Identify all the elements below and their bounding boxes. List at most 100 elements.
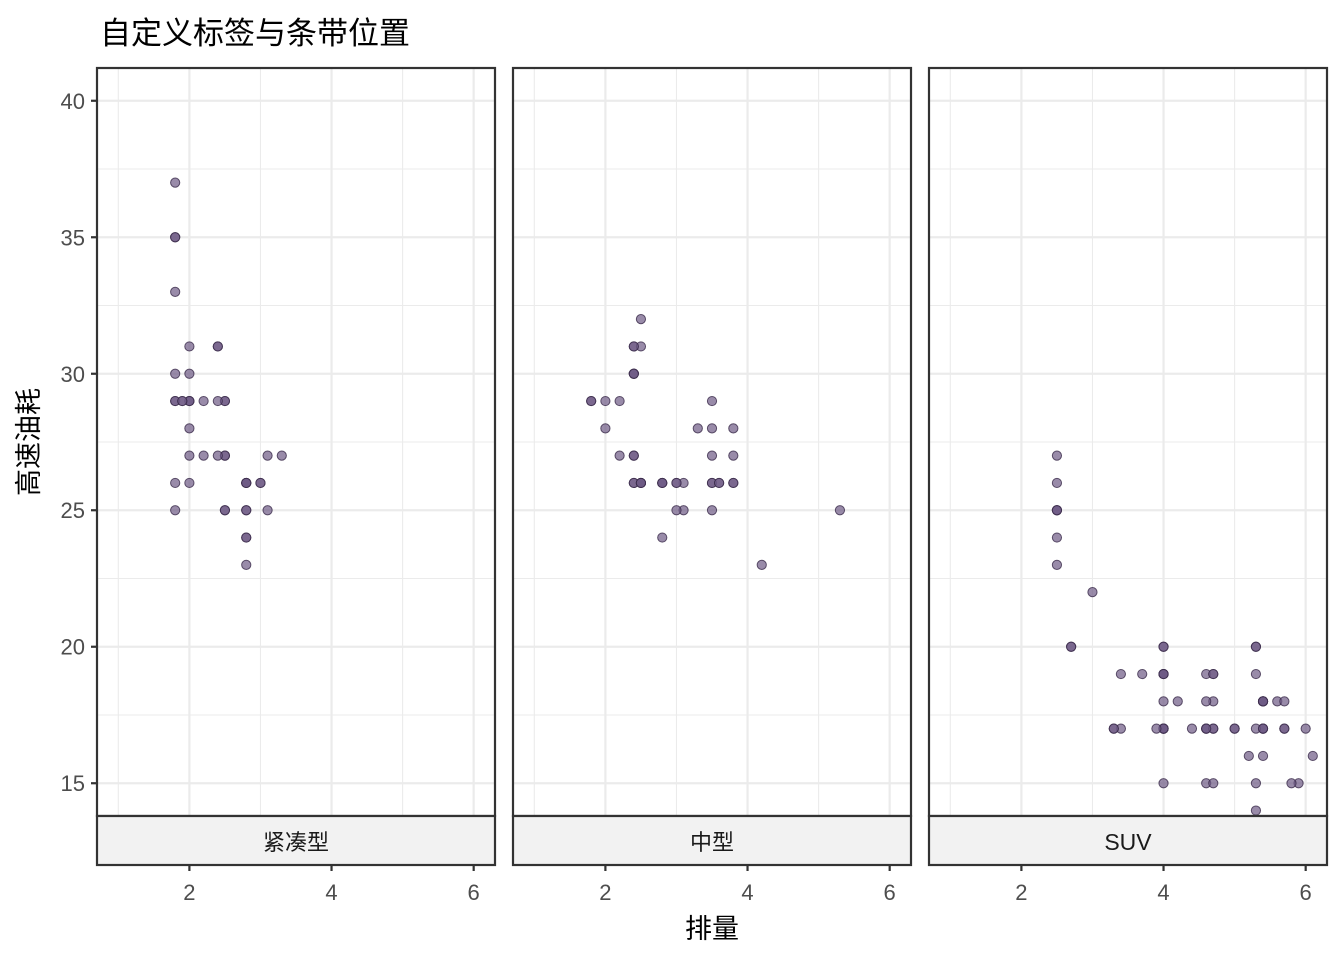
data-point <box>1300 723 1311 734</box>
data-point <box>241 505 252 516</box>
x-tick-label: 6 <box>1300 880 1312 905</box>
data-point <box>1286 778 1297 789</box>
data-point <box>1201 723 1212 734</box>
data-point <box>1243 750 1254 762</box>
data-point <box>1158 668 1169 680</box>
data-point <box>1250 668 1262 680</box>
data-point <box>184 477 195 489</box>
data-point <box>212 341 223 352</box>
data-point <box>255 477 266 489</box>
data-point <box>241 477 252 489</box>
data-point <box>1257 696 1269 707</box>
data-point <box>170 232 181 243</box>
x-tick-label: 4 <box>1157 880 1169 905</box>
data-point <box>1229 723 1240 734</box>
data-point <box>1250 805 1262 816</box>
data-point <box>728 423 739 434</box>
data-point <box>241 532 252 543</box>
data-point <box>714 477 725 489</box>
y-tick-label: 35 <box>61 225 85 250</box>
x-tick-label: 2 <box>1015 880 1027 905</box>
data-point <box>706 423 718 434</box>
data-point <box>756 559 767 570</box>
data-point <box>1250 778 1262 789</box>
facet-strip-label: 中型 <box>690 831 734 856</box>
data-point <box>1208 778 1219 789</box>
data-point <box>1051 477 1063 489</box>
data-point <box>1208 668 1219 680</box>
data-point <box>276 450 287 461</box>
data-point <box>706 505 718 516</box>
data-point <box>628 450 639 461</box>
data-point <box>198 395 209 407</box>
data-point <box>170 477 181 489</box>
data-point <box>692 423 703 434</box>
data-point <box>177 395 188 407</box>
y-tick-label: 30 <box>61 362 85 387</box>
data-point <box>1066 641 1077 652</box>
data-point <box>1158 778 1169 789</box>
data-point <box>170 505 181 516</box>
data-point <box>671 505 682 516</box>
data-point <box>600 395 611 407</box>
x-tick-label: 6 <box>468 880 480 905</box>
y-tick-label: 40 <box>61 89 85 114</box>
data-point <box>241 559 252 570</box>
x-tick-label: 6 <box>884 880 896 905</box>
data-point <box>1186 723 1198 734</box>
data-point <box>1108 723 1119 734</box>
data-point <box>671 477 682 489</box>
data-point <box>1201 696 1212 707</box>
data-point <box>1051 505 1063 516</box>
data-point <box>1151 723 1162 734</box>
data-point <box>1172 696 1183 707</box>
data-point <box>728 450 739 461</box>
data-point <box>170 177 181 188</box>
data-point <box>1257 723 1269 734</box>
data-point <box>184 368 195 379</box>
data-point <box>212 395 223 407</box>
data-point <box>1158 696 1169 707</box>
facet-panels: 紧凑型 2 4 6 15 20 25 30 35 40 中型 2 4 6 SUV 2 4 6 <box>61 66 1329 905</box>
data-point <box>706 395 718 407</box>
x-tick-label: 4 <box>325 880 337 905</box>
data-point <box>600 423 611 434</box>
data-point <box>170 368 181 379</box>
data-point <box>1115 668 1126 680</box>
y-tick-label: 20 <box>61 635 85 660</box>
data-point <box>628 368 639 379</box>
x-axis-title: 排量 <box>685 914 739 945</box>
data-point <box>1051 559 1063 570</box>
data-point <box>657 477 668 489</box>
data-point <box>1087 587 1098 598</box>
data-point <box>1137 668 1148 680</box>
data-point <box>635 314 647 325</box>
y-tick-label: 25 <box>61 498 85 523</box>
data-point <box>198 450 209 461</box>
data-point <box>262 505 273 516</box>
data-point <box>1250 641 1262 652</box>
facet-panel: SUV 2 4 6 <box>927 66 1329 905</box>
data-point <box>184 341 195 352</box>
facet-strip-label: 紧凑型 <box>263 831 329 856</box>
chart-title: 自定义标签与条带位置 <box>100 16 410 52</box>
data-point <box>262 450 273 461</box>
data-point <box>219 505 231 516</box>
data-point <box>1257 750 1269 762</box>
data-point <box>657 532 668 543</box>
data-point <box>1279 723 1290 734</box>
data-point <box>1279 696 1290 707</box>
facet-panel: 中型 2 4 6 <box>511 66 913 905</box>
data-point <box>184 423 195 434</box>
facet-strip <box>511 814 913 867</box>
data-point <box>635 477 647 489</box>
data-point <box>614 395 625 407</box>
data-point <box>728 477 739 489</box>
data-point <box>184 450 195 461</box>
facet-strip-label: SUV <box>1104 829 1152 855</box>
data-point <box>628 341 639 352</box>
data-point <box>614 450 625 461</box>
data-point <box>170 286 181 297</box>
x-tick-label: 2 <box>183 880 195 905</box>
